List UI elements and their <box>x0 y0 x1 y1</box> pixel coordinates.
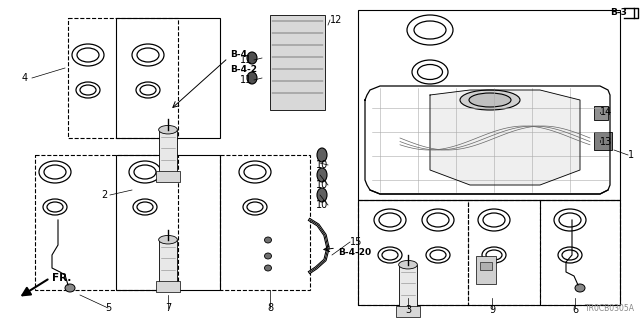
Text: 10: 10 <box>316 200 328 210</box>
Bar <box>399 265 417 316</box>
Ellipse shape <box>264 265 271 271</box>
Bar <box>220 155 310 290</box>
Bar <box>156 281 180 292</box>
Bar <box>540 200 620 305</box>
Text: 7: 7 <box>165 303 171 313</box>
Text: 10: 10 <box>316 180 328 190</box>
Bar <box>159 240 177 291</box>
Ellipse shape <box>460 90 520 110</box>
Ellipse shape <box>247 52 257 64</box>
Text: 11: 11 <box>240 75 252 85</box>
Bar <box>358 200 620 305</box>
Text: 10: 10 <box>316 160 328 170</box>
Text: 14: 14 <box>600 107 612 117</box>
Polygon shape <box>430 90 580 185</box>
Text: TR0CB0305A: TR0CB0305A <box>585 304 635 313</box>
Text: 13: 13 <box>600 137 612 147</box>
Text: FR.: FR. <box>52 273 72 283</box>
Bar <box>594 106 608 120</box>
Text: 11: 11 <box>240 55 252 65</box>
Bar <box>358 200 468 305</box>
Bar <box>68 18 178 138</box>
Bar <box>594 132 612 150</box>
Ellipse shape <box>399 260 417 269</box>
Text: 6: 6 <box>572 305 578 315</box>
Text: 3: 3 <box>405 305 411 315</box>
Bar <box>396 306 420 317</box>
Bar <box>358 10 620 200</box>
Text: B-4: B-4 <box>230 50 247 59</box>
Text: B-4-20: B-4-20 <box>338 248 371 257</box>
Ellipse shape <box>317 148 327 162</box>
Text: 4: 4 <box>22 73 28 83</box>
Bar <box>468 200 540 305</box>
Text: 8: 8 <box>267 303 273 313</box>
Bar <box>156 171 180 182</box>
Ellipse shape <box>469 93 511 107</box>
Bar <box>480 262 492 270</box>
Text: B-4-2: B-4-2 <box>230 65 257 74</box>
Bar <box>159 130 177 181</box>
Ellipse shape <box>575 284 585 292</box>
Text: 5: 5 <box>105 303 111 313</box>
Ellipse shape <box>247 72 257 84</box>
Ellipse shape <box>264 253 271 259</box>
Bar <box>476 256 496 284</box>
Text: B-3: B-3 <box>610 8 627 17</box>
Ellipse shape <box>264 237 271 243</box>
Text: 2: 2 <box>102 190 108 200</box>
Ellipse shape <box>317 168 327 182</box>
Text: 12: 12 <box>330 15 342 25</box>
Text: 9: 9 <box>489 305 495 315</box>
Ellipse shape <box>317 188 327 202</box>
Text: 15: 15 <box>350 237 362 247</box>
Ellipse shape <box>159 125 177 134</box>
Bar <box>35 155 178 290</box>
Text: 1: 1 <box>628 150 634 160</box>
Ellipse shape <box>65 284 75 292</box>
Bar <box>116 155 220 290</box>
Ellipse shape <box>159 236 177 244</box>
Bar <box>116 18 220 138</box>
Bar <box>270 15 325 110</box>
